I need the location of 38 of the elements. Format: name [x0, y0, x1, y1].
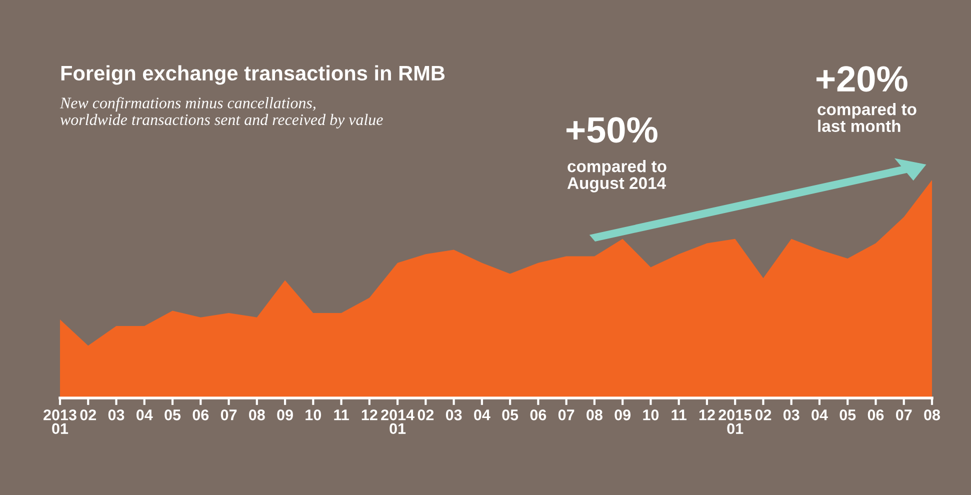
chart-subtitle: New confirmations minus cancellations, worldwide transactions sent and received by value — [60, 97, 383, 128]
text: compared to last month — [818, 103, 916, 132]
x-tick-label: 08 — [586, 410, 602, 420]
x-tick-label: 06 — [192, 410, 209, 420]
x-tick-label: 07 — [896, 410, 912, 420]
annotation: compared to August 2014 — [567, 160, 666, 192]
x-tick-label: 07 — [558, 410, 574, 420]
x-tick-label: 04 — [474, 410, 490, 420]
x-tick-label: 08 — [249, 410, 265, 420]
x-tick-label: 03 — [108, 410, 124, 420]
x-tick-label: 05 — [502, 410, 518, 420]
x-tick-label: 06 — [530, 410, 546, 420]
text: +20% — [816, 66, 908, 92]
x-tick-label: 2014 01 — [381, 410, 414, 434]
x-tick-label: 03 — [783, 410, 800, 420]
x-tick-label: 04 — [136, 410, 153, 420]
x-tick-label: 10 — [306, 410, 322, 420]
x-tick-label: 02 — [80, 410, 96, 420]
x-tick-label: 02 — [755, 410, 772, 420]
x-tick-label: 06 — [868, 410, 884, 420]
x-tick-label: 05 — [840, 410, 856, 420]
x-tick-label: 04 — [812, 410, 828, 420]
x-tick-label: 12 — [699, 410, 715, 420]
x-tick-label: 2013 01 — [44, 410, 76, 434]
x-tick-label: 09 — [614, 410, 631, 420]
x-tick-label: 02 — [418, 410, 434, 420]
x-tick-label: 11 — [334, 410, 349, 420]
text: +50% — [566, 117, 658, 143]
x-tick-label: 07 — [220, 410, 237, 420]
x-tick-label: 08 — [924, 410, 940, 420]
chart-title: Foreign exchange transactions in RMB — [61, 65, 445, 85]
x-tick-label: 09 — [277, 410, 293, 420]
x-tick-label: 10 — [643, 410, 659, 420]
x-tick-label: 12 — [362, 410, 378, 420]
x-tick-label: 05 — [164, 410, 181, 420]
x-tick-label: 11 — [672, 410, 686, 420]
x-tick-label: 2015 01 — [718, 410, 752, 434]
x-tick-label: 03 — [446, 410, 462, 420]
